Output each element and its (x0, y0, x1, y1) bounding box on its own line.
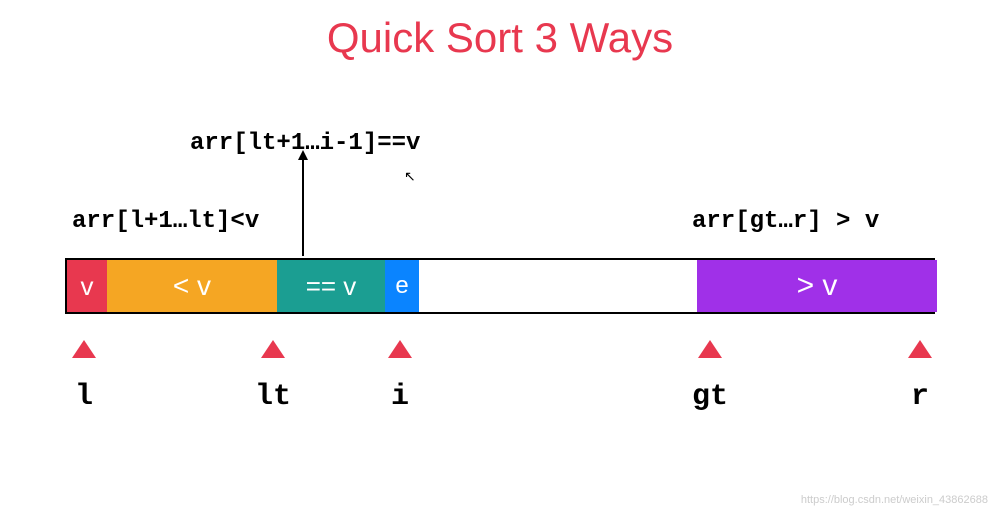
segment-eq: == v (277, 260, 385, 312)
pointer-label-l: l (75, 380, 93, 414)
page-title: Quick Sort 3 Ways (0, 14, 1000, 62)
segment-gt: > v (697, 260, 937, 312)
pointer-triangle-lt (261, 340, 285, 358)
pointer-triangle-i (388, 340, 412, 358)
partition-bar: v< v== ve > v (65, 258, 935, 314)
mouse-cursor-icon: ↖ (404, 168, 416, 185)
pointer-label-lt: lt (255, 380, 291, 414)
pointer-label-gt: gt (692, 380, 728, 414)
pointer-triangle-r (908, 340, 932, 358)
watermark-text: https://blog.csdn.net/weixin_43862688 (801, 494, 988, 506)
pointer-triangle-l (72, 340, 96, 358)
segment-pivot: v (67, 260, 107, 312)
segment-unseen (419, 260, 697, 312)
pointer-label-r: r (911, 380, 929, 414)
pointer-triangle-gt (698, 340, 722, 358)
segment-current: e (385, 260, 419, 312)
diagram-canvas: { "title": { "text": "Quick Sort 3 Ways"… (0, 0, 1000, 512)
annotation-gt-region: arr[gt…r] > v (692, 208, 879, 235)
eq-arrow-line (302, 160, 304, 256)
eq-arrow-head (298, 150, 308, 160)
pointer-label-i: i (391, 380, 409, 414)
segment-lt: < v (107, 260, 277, 312)
title-text: Quick Sort 3 Ways (327, 14, 673, 61)
annotation-lt-region: arr[l+1…lt]<v (72, 208, 259, 235)
